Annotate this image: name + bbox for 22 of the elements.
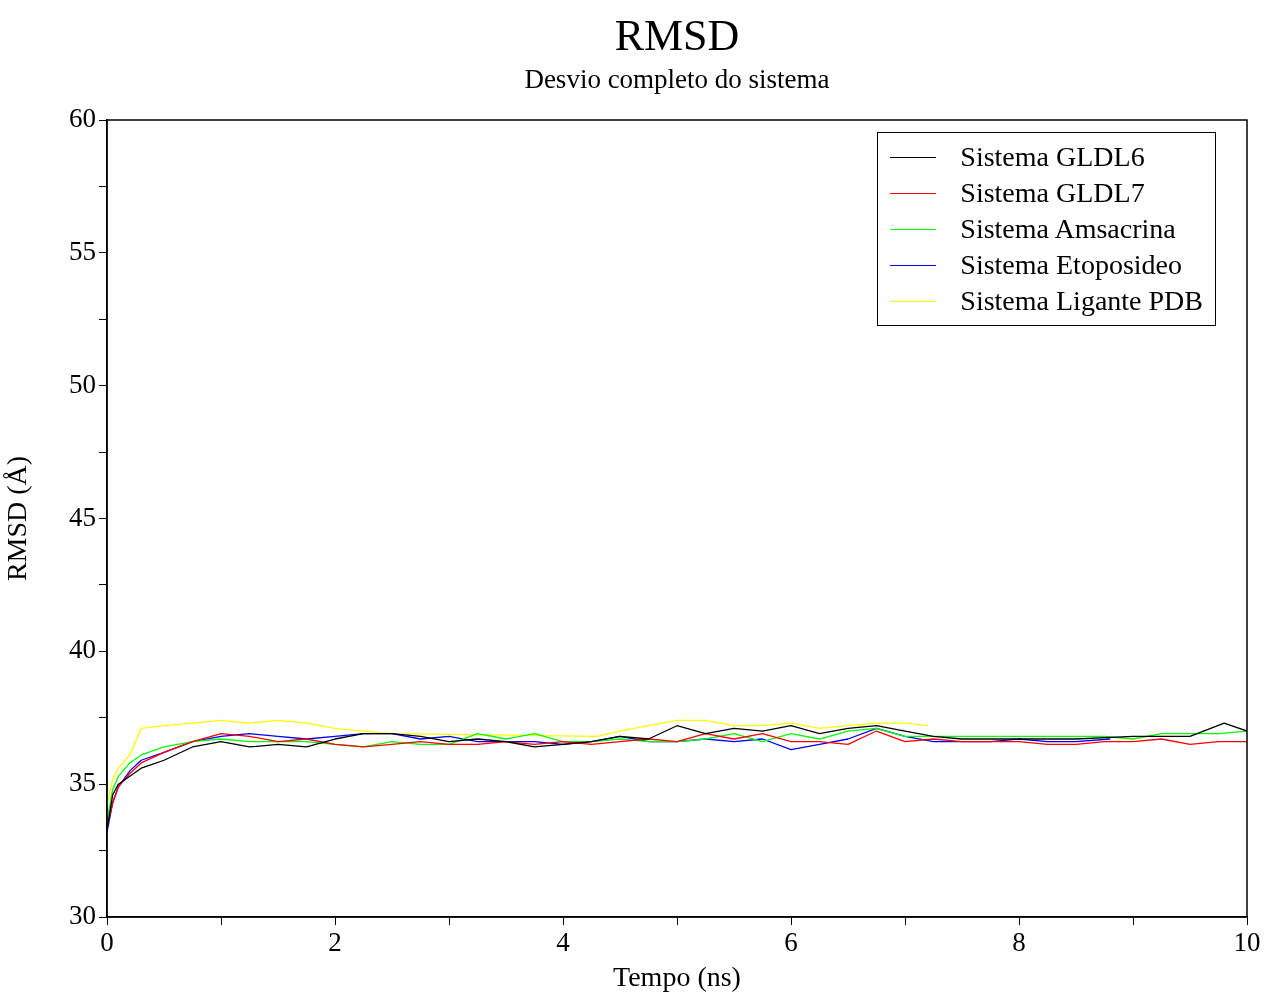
x-tick-label: 6 <box>784 927 798 958</box>
y-axis-title: RMSD (Å) <box>1 455 33 582</box>
legend-label: Sistema Etoposideo <box>960 249 1182 281</box>
legend-label: Sistema GLDL6 <box>960 141 1145 173</box>
y-tick-label: 60 <box>69 103 96 134</box>
legend-label: Sistema GLDL7 <box>960 177 1145 209</box>
legend-label: Sistema Amsacrina <box>960 213 1176 245</box>
x-tick-label: 2 <box>328 927 342 958</box>
y-tick-label: 55 <box>69 235 96 266</box>
chart-title: RMSD <box>613 10 741 61</box>
x-tick-label: 10 <box>1233 927 1261 958</box>
chart-subtitle: Desvio completo do sistema <box>523 64 831 95</box>
x-tick-label: 4 <box>556 927 571 958</box>
y-tick-label: 30 <box>69 900 96 931</box>
legend-label: Sistema Ligante PDB <box>960 285 1203 317</box>
y-tick-label: 45 <box>69 501 96 532</box>
y-tick-label: 50 <box>69 368 96 399</box>
y-tick-label: 40 <box>69 634 96 665</box>
y-tick-label: 35 <box>69 767 96 798</box>
x-tick-label: 0 <box>100 927 114 958</box>
x-tick-label: 8 <box>1012 927 1026 958</box>
x-axis-title: Tempo (ns) <box>613 960 741 992</box>
